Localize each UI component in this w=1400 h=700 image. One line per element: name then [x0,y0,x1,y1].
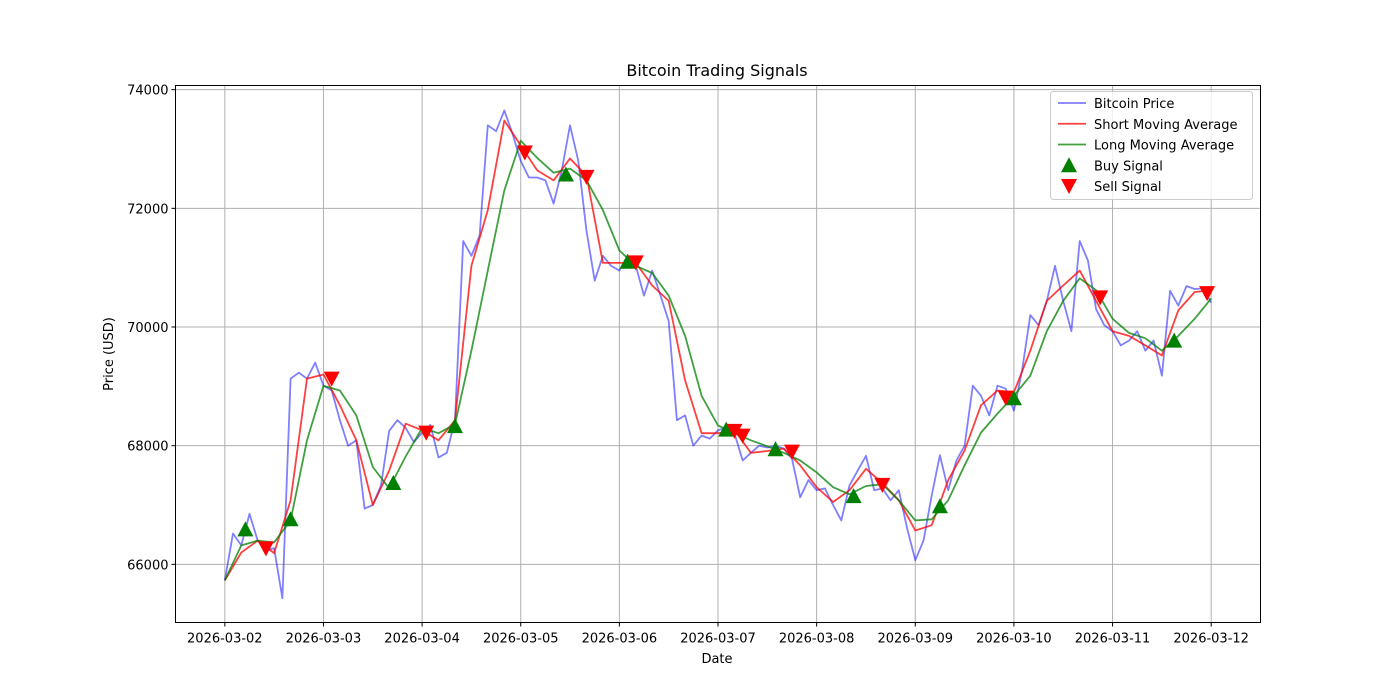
short-moving-average-line [224,119,1212,581]
buy-signal-marker [845,488,862,504]
sell-signal-marker [418,425,435,441]
buy-signal-marker [557,166,574,182]
sell-signal-marker [323,371,340,387]
sell-signal-marker [578,169,595,185]
legend-label: Short Moving Average [1094,118,1238,133]
sell-signal-marker [257,541,274,557]
plot-frame [175,85,1261,623]
chart-title: Bitcoin Trading Signals [626,61,807,80]
x-tick-label: 2026-03-10 [976,632,1052,647]
y-tick-label: 74000 [127,84,168,99]
y-tick-label: 68000 [127,440,168,455]
buy-signal-marker [282,511,299,527]
y-axis-ticks: 66000 68000 70000 72000 74000 [127,84,176,573]
x-axis-ticks: 2026-03-02 2026-03-03 2026-03-04 2026-03-05… [187,622,1249,647]
buy-signal-marker [767,441,784,457]
legend-label: Long Moving Average [1094,139,1234,154]
x-tick-label: 2026-03-02 [187,632,263,647]
x-axis-label: Date [701,652,732,667]
x-tick-label: 2026-03-04 [384,632,460,647]
y-tick-label: 66000 [127,558,168,573]
buy-signal-marker [446,418,463,434]
x-tick-label: 2026-03-09 [877,632,953,647]
x-tick-label: 2026-03-12 [1173,632,1249,647]
y-tick-label: 72000 [127,202,168,217]
sell-signal-marker [783,444,800,460]
sell-signal-marker [726,423,743,439]
legend-sell-marker [1061,179,1077,194]
x-tick-label: 2026-03-11 [1075,632,1151,647]
sell-signal-marker [516,145,533,161]
buy-signal-marker [1005,390,1022,406]
buy-signal-marker [237,521,254,537]
legend-label: Bitcoin Price [1094,97,1174,112]
legend-label: Buy Signal [1094,159,1163,174]
x-tick-label: 2026-03-03 [286,632,362,647]
signal-markers [237,145,1216,557]
sell-signal-marker [627,255,644,271]
sell-signal-marker [734,428,751,444]
sell-signal-marker [874,477,891,493]
x-tick-label: 2026-03-05 [483,632,559,647]
buy-signal-marker [718,421,735,437]
grid [175,85,1261,623]
x-tick-label: 2026-03-06 [582,632,658,647]
y-axis-label: Price (USD) [102,317,117,391]
legend: Bitcoin Price Short Moving Average Long Mo… [1050,91,1253,200]
x-tick-label: 2026-03-07 [680,632,756,647]
x-tick-label: 2026-03-08 [779,632,855,647]
buy-signal-marker [1166,332,1183,348]
sell-signal-marker [1199,286,1216,302]
buy-signal-marker [385,475,402,491]
legend-buy-marker [1061,157,1077,173]
sell-signal-marker [997,390,1014,406]
buy-signal-marker [619,253,636,269]
sell-signal-marker [1092,290,1109,306]
buy-signal-marker [931,498,948,514]
legend-label: Sell Signal [1094,180,1162,195]
y-tick-label: 70000 [127,321,168,336]
